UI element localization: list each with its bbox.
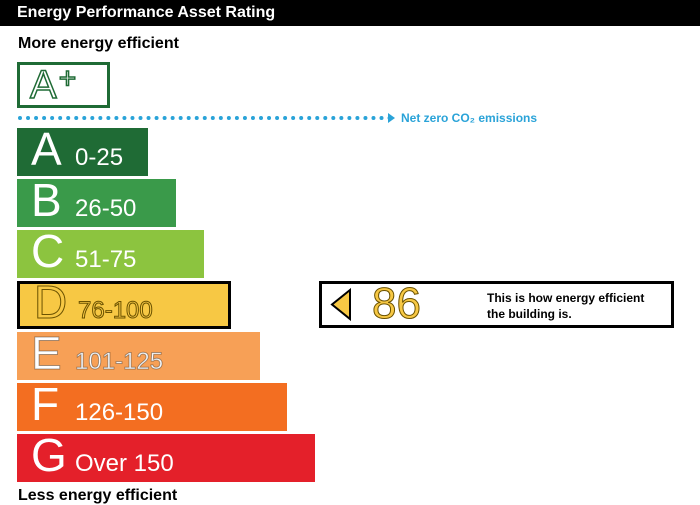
aplus-band: A + [17, 62, 110, 108]
netzero-label: Net zero CO₂ emissions [401, 111, 538, 125]
netzero-arrow-icon [388, 113, 395, 123]
current-rating-indicator: 86 This is how energy efficient the buil… [319, 281, 674, 328]
page-title: Energy Performance Asset Rating [0, 0, 700, 26]
band-range: 126-150 [75, 399, 164, 426]
current-rating-description: This is how energy efficient the buildin… [487, 290, 644, 322]
band-letter: E [31, 327, 63, 379]
less-efficient-label: Less energy efficient [18, 487, 178, 504]
current-rating-value: 86 [372, 279, 422, 328]
more-efficient-label: More energy efficient [18, 35, 179, 52]
band-letter: A [31, 123, 62, 175]
band-e: E 101-125 [17, 327, 260, 380]
band-range: 101-125 [74, 348, 164, 375]
band-c: C 51-75 [17, 225, 204, 278]
band-range: 51-75 [75, 246, 137, 273]
band-b: B 26-50 [17, 174, 176, 227]
band-letter: F [31, 378, 60, 430]
current-rating-arrow-icon [330, 287, 351, 322]
band-g: G Over 150 [17, 429, 315, 482]
band-range: 26-50 [75, 195, 137, 222]
aplus-letter: A [29, 63, 57, 107]
band-letter: B [31, 174, 62, 226]
band-a: A 0-25 [17, 123, 148, 176]
current-rating-text-line2: the building is. [487, 307, 572, 321]
band-range: Over 150 [75, 450, 174, 477]
netzero-dotted-line [18, 116, 392, 120]
aplus-plus: + [58, 62, 77, 95]
band-f: F 126-150 [17, 378, 287, 431]
band-letter: D [34, 276, 68, 328]
current-rating-text-line1: This is how energy efficient [487, 291, 645, 305]
band-d: D 76-100 [17, 276, 231, 329]
band-range: 0-25 [75, 144, 124, 171]
band-letter: C [31, 225, 65, 277]
band-letter: G [31, 429, 67, 481]
band-range: 76-100 [78, 297, 154, 324]
